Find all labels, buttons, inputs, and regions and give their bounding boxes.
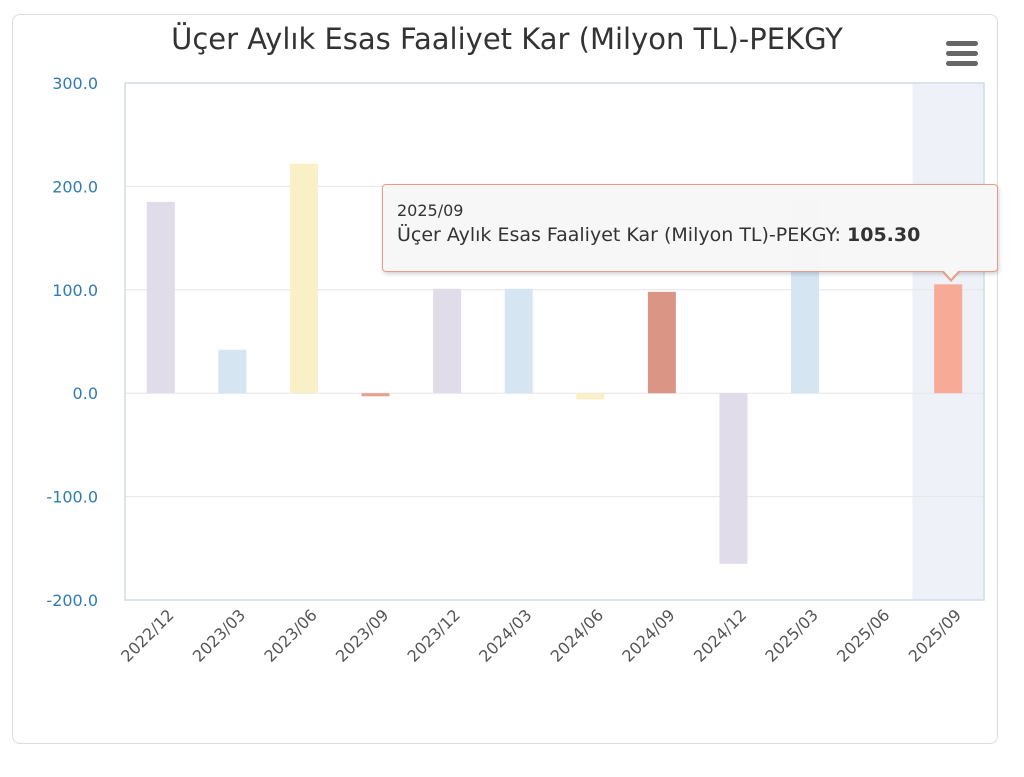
chart-title: Üçer Aylık Esas Faaliyet Kar (Milyon TL)…	[171, 22, 843, 56]
bar	[361, 393, 390, 397]
y-tick-label: 200.0	[52, 177, 98, 196]
y-tick-label: 0.0	[73, 384, 98, 403]
x-tick-label: 2025/03	[761, 605, 821, 665]
bar	[289, 163, 318, 394]
bar	[504, 288, 533, 394]
bar	[719, 393, 748, 564]
x-tick-label: 2024/06	[547, 605, 607, 665]
x-tick-label: 2024/03	[475, 605, 535, 665]
x-tick-label: 2024/12	[690, 605, 750, 665]
tooltip-body: Üçer Aylık Esas Faaliyet Kar (Milyon TL)…	[397, 221, 983, 249]
bar	[576, 393, 605, 400]
x-tick-label: 2023/09	[332, 605, 392, 665]
x-tick-label: 2024/09	[618, 605, 678, 665]
tooltip-arrow-fill	[943, 270, 959, 279]
tooltip-header: 2025/09	[397, 201, 464, 220]
bar	[934, 284, 963, 394]
x-tick-label: 2025/09	[905, 605, 965, 665]
y-tick-label: -100.0	[46, 488, 98, 507]
bar	[433, 288, 462, 394]
x-tick-label: 2025/06	[833, 605, 893, 665]
tooltip-series-label: Üçer Aylık Esas Faaliyet Kar (Milyon TL)…	[397, 224, 847, 246]
bar	[218, 349, 247, 394]
x-tick-label: 2023/12	[404, 605, 464, 665]
tooltip: 2025/09 Üçer Aylık Esas Faaliyet Kar (Mi…	[382, 184, 998, 272]
bar	[647, 291, 676, 394]
x-tick-label: 2022/12	[117, 605, 177, 665]
hamburger-menu-icon[interactable]	[946, 41, 978, 67]
y-tick-label: -200.0	[46, 591, 98, 610]
bar	[146, 201, 175, 394]
tooltip-value: 105.30	[847, 224, 921, 246]
x-tick-label: 2023/06	[260, 605, 320, 665]
x-tick-label: 2023/03	[189, 605, 249, 665]
y-tick-label: 300.0	[52, 74, 98, 93]
y-tick-label: 100.0	[52, 281, 98, 300]
plot-frame	[124, 82, 985, 601]
